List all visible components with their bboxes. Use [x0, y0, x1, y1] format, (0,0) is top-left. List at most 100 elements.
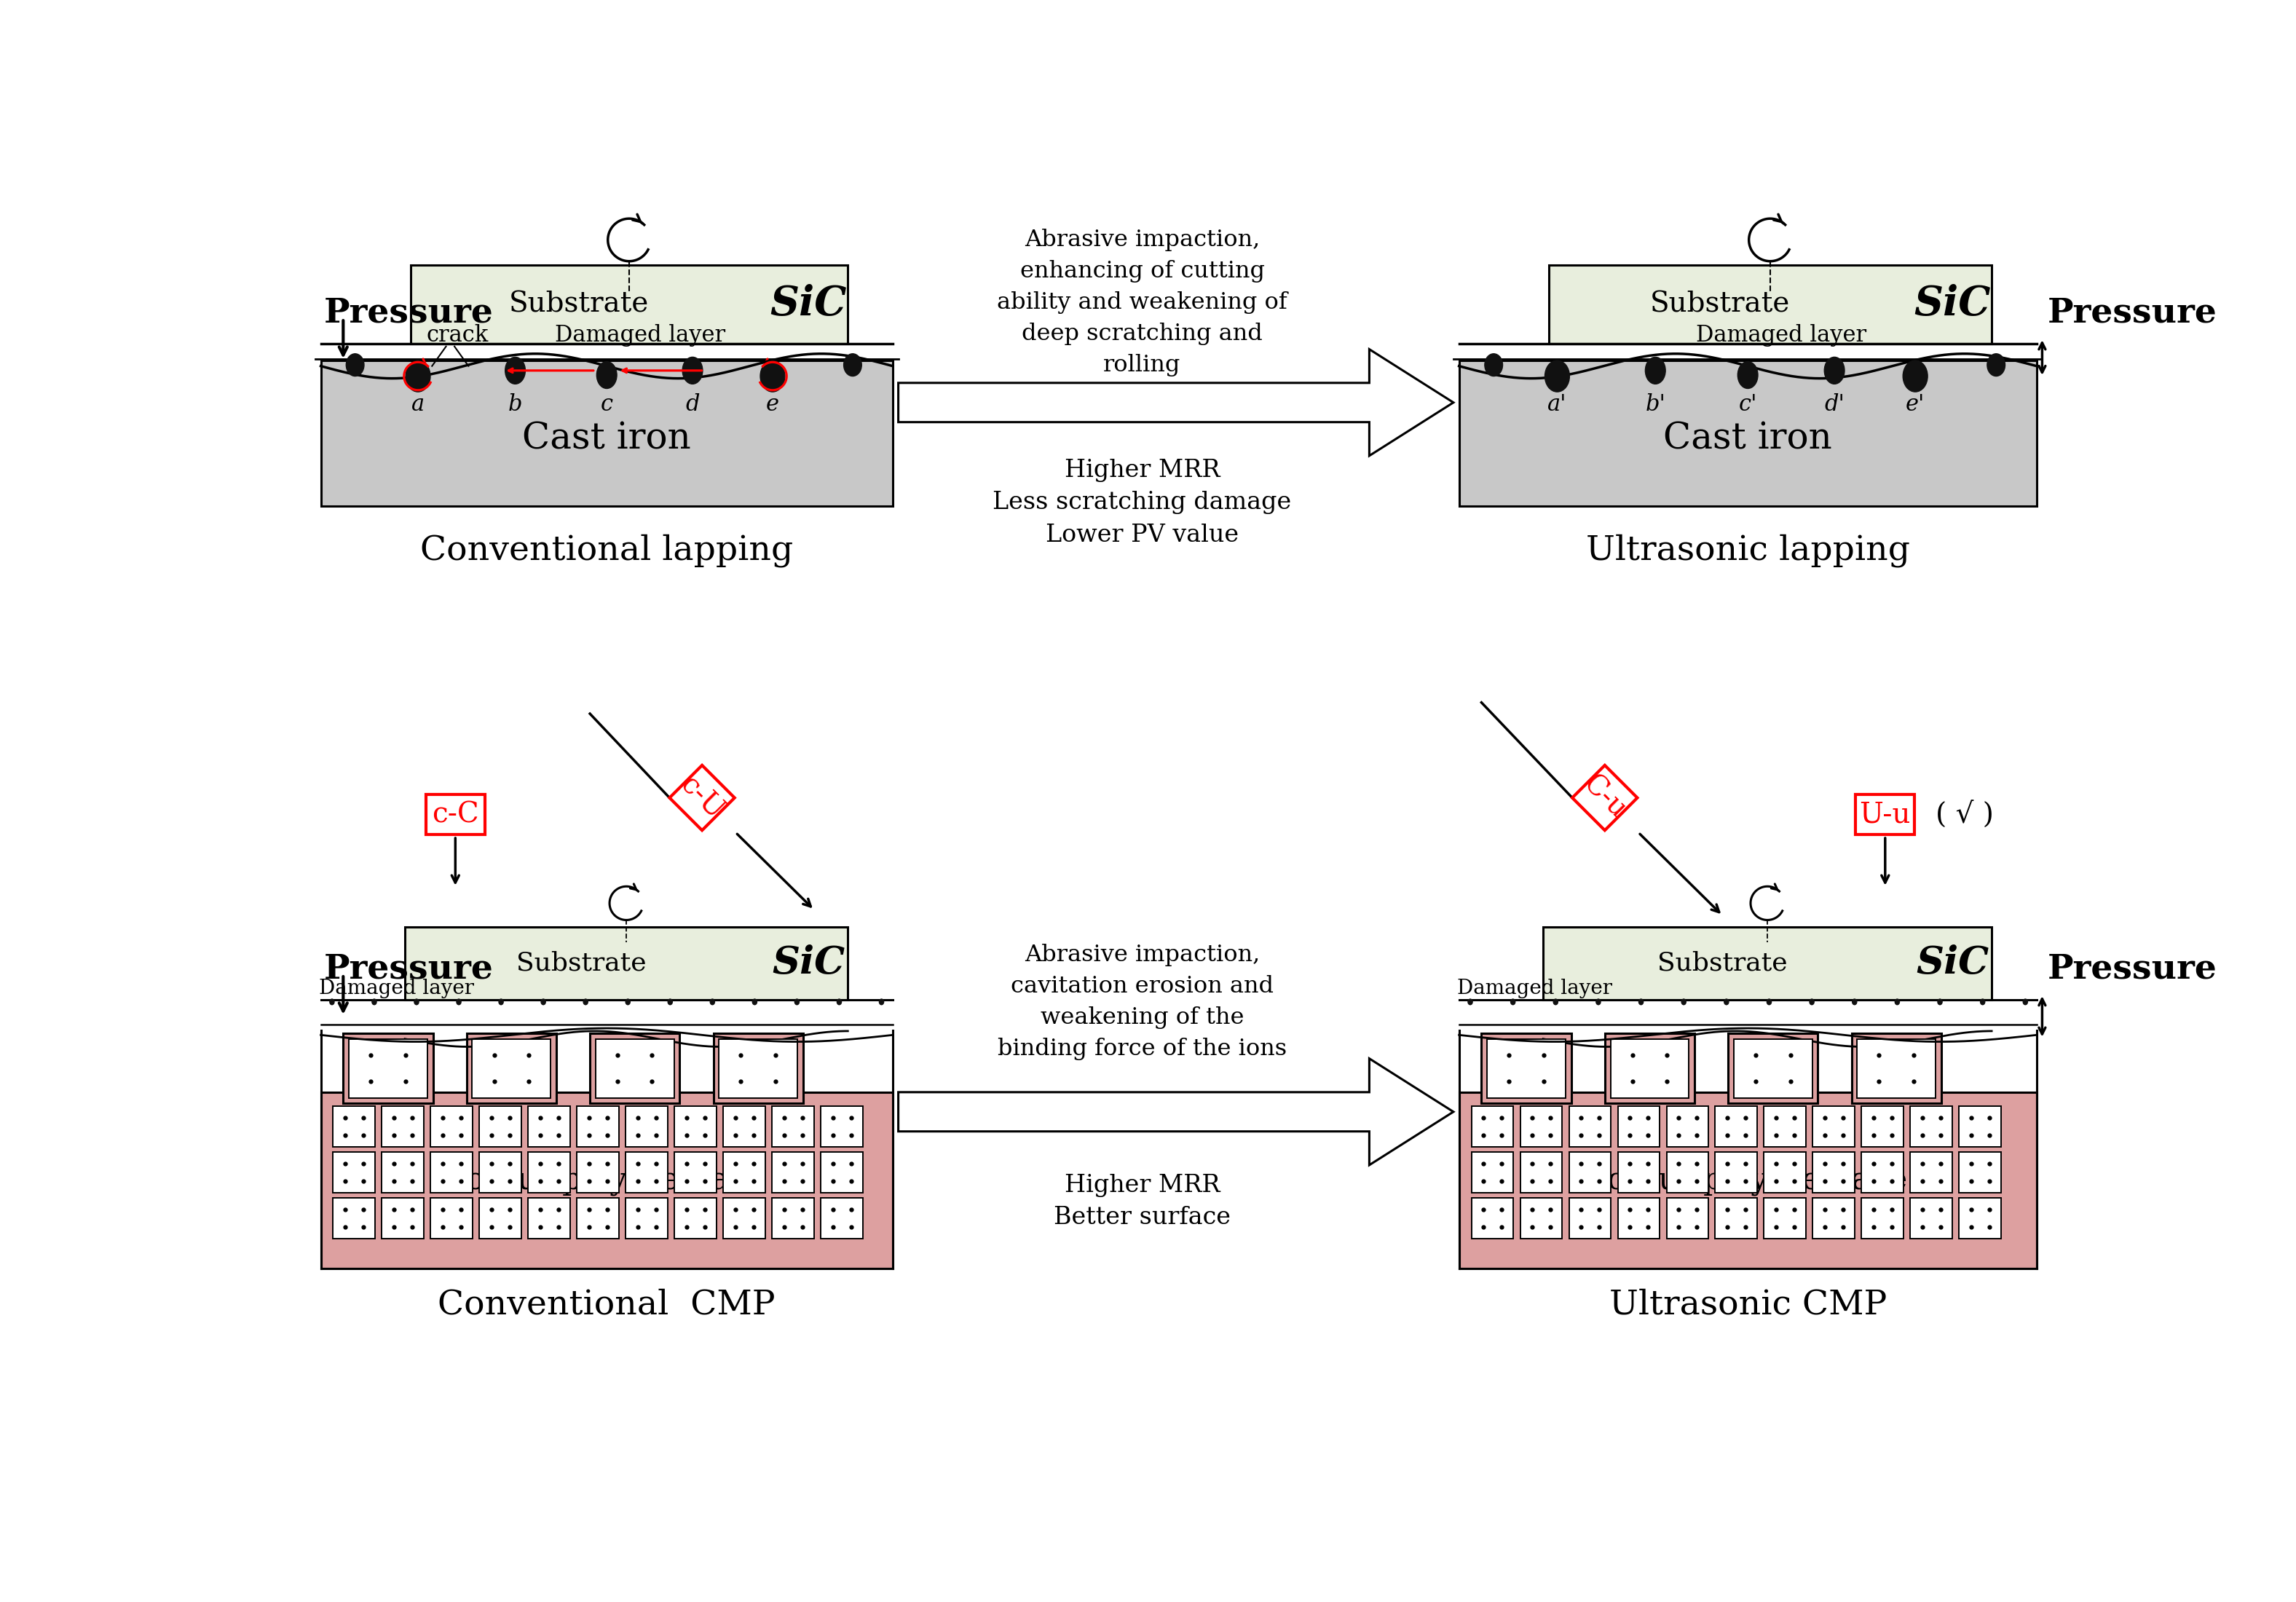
Bar	[411, 264, 847, 343]
Bar	[1958, 1152, 2002, 1192]
Bar	[1910, 1107, 1952, 1147]
Bar	[1472, 1107, 1513, 1147]
Bar	[1472, 1152, 1513, 1192]
Bar	[1814, 1198, 1855, 1238]
Bar	[1814, 1152, 1855, 1192]
Bar	[1520, 1198, 1561, 1238]
Text: Pressure: Pressure	[2048, 952, 2218, 985]
Text: Conventional  CMP: Conventional CMP	[439, 1288, 776, 1322]
Polygon shape	[1573, 766, 1637, 830]
Text: a: a	[411, 392, 425, 415]
Bar	[1667, 1198, 1708, 1238]
Ellipse shape	[1681, 1000, 1685, 1004]
Ellipse shape	[1894, 1000, 1899, 1004]
Bar	[723, 1107, 765, 1147]
Bar	[333, 1107, 374, 1147]
Text: Ultrasonic CMP: Ultrasonic CMP	[1609, 1288, 1887, 1322]
Bar	[822, 1152, 863, 1192]
Bar	[822, 1198, 863, 1238]
Bar	[1958, 1198, 2002, 1238]
Bar	[1862, 1152, 1903, 1192]
Bar	[719, 1040, 797, 1097]
Text: crack: crack	[427, 324, 489, 346]
Ellipse shape	[457, 1000, 461, 1004]
Text: SiC: SiC	[769, 285, 847, 324]
Bar	[321, 360, 893, 506]
Text: Damaged layer: Damaged layer	[556, 324, 726, 346]
Bar	[771, 1198, 815, 1238]
Bar	[342, 1033, 434, 1104]
Text: c-U: c-U	[675, 771, 730, 825]
Ellipse shape	[1467, 1000, 1472, 1004]
Text: Pressure: Pressure	[2048, 296, 2218, 330]
Bar	[480, 1152, 521, 1192]
Text: b': b'	[1646, 392, 1665, 415]
Bar	[432, 1198, 473, 1238]
Bar	[576, 1152, 620, 1192]
Ellipse shape	[794, 1000, 799, 1004]
Ellipse shape	[1545, 360, 1570, 392]
Ellipse shape	[406, 360, 429, 392]
Bar	[1851, 1033, 1940, 1104]
Text: Substrate: Substrate	[1658, 952, 1789, 976]
Bar	[595, 1040, 675, 1097]
Bar	[1568, 1107, 1612, 1147]
Text: SiC: SiC	[1915, 285, 1991, 324]
Bar	[1472, 1198, 1513, 1238]
Bar	[1715, 1107, 1756, 1147]
Ellipse shape	[1809, 1000, 1814, 1004]
Text: Pressure: Pressure	[324, 952, 494, 985]
Bar	[1814, 1107, 1855, 1147]
Bar	[1667, 1107, 1708, 1147]
Bar	[675, 1198, 716, 1238]
Bar	[1568, 1152, 1612, 1192]
Text: Abrasive impaction,
cavitation erosion and
weakening of the
binding force of the: Abrasive impaction, cavitation erosion a…	[999, 944, 1286, 1061]
Text: Substrate: Substrate	[1651, 292, 1791, 317]
Text: c-C: c-C	[432, 801, 480, 828]
Bar	[333, 1198, 374, 1238]
Bar	[528, 1107, 569, 1147]
Bar	[1481, 1033, 1570, 1104]
Bar	[723, 1152, 765, 1192]
Text: Porous polyurethane: Porous polyurethane	[448, 1165, 767, 1197]
Text: c': c'	[1738, 392, 1756, 415]
Ellipse shape	[1825, 357, 1844, 384]
Bar	[822, 1107, 863, 1147]
Ellipse shape	[1853, 1000, 1857, 1004]
Text: d: d	[687, 392, 700, 415]
Ellipse shape	[505, 357, 526, 384]
Ellipse shape	[597, 362, 618, 389]
Ellipse shape	[1903, 360, 1929, 392]
Bar	[1520, 1152, 1561, 1192]
Text: Porous polyurethane: Porous polyurethane	[1589, 1165, 1908, 1197]
Text: Higher MRR
Better surface: Higher MRR Better surface	[1054, 1173, 1231, 1229]
Bar	[1763, 1107, 1807, 1147]
Bar	[381, 1107, 425, 1147]
Text: Pressure: Pressure	[324, 296, 494, 330]
Text: Damaged layer: Damaged layer	[1458, 979, 1612, 998]
Ellipse shape	[1938, 1000, 1942, 1004]
Bar	[528, 1198, 569, 1238]
Bar	[333, 1152, 374, 1192]
Text: a': a'	[1548, 392, 1566, 415]
Text: Ultrasonic lapping: Ultrasonic lapping	[1587, 535, 1910, 567]
Bar	[528, 1152, 569, 1192]
Text: Abrasive impaction,
enhancing of cutting
ability and weakening of
deep scratchin: Abrasive impaction, enhancing of cutting…	[996, 229, 1288, 376]
Ellipse shape	[1486, 354, 1502, 376]
Bar	[466, 1033, 556, 1104]
Bar	[381, 1198, 425, 1238]
Ellipse shape	[1596, 1000, 1600, 1004]
Text: d': d'	[1825, 392, 1844, 415]
Bar	[1609, 1040, 1690, 1097]
Bar	[590, 1033, 680, 1104]
Ellipse shape	[760, 360, 785, 392]
Bar	[1667, 1152, 1708, 1192]
Bar	[675, 1152, 716, 1192]
Text: Damaged layer: Damaged layer	[319, 979, 473, 998]
Polygon shape	[898, 1059, 1453, 1165]
Bar	[1763, 1152, 1807, 1192]
Bar	[321, 1093, 893, 1269]
Bar	[427, 795, 484, 835]
Text: Conventional lapping: Conventional lapping	[420, 535, 792, 567]
Bar	[1958, 1107, 2002, 1147]
